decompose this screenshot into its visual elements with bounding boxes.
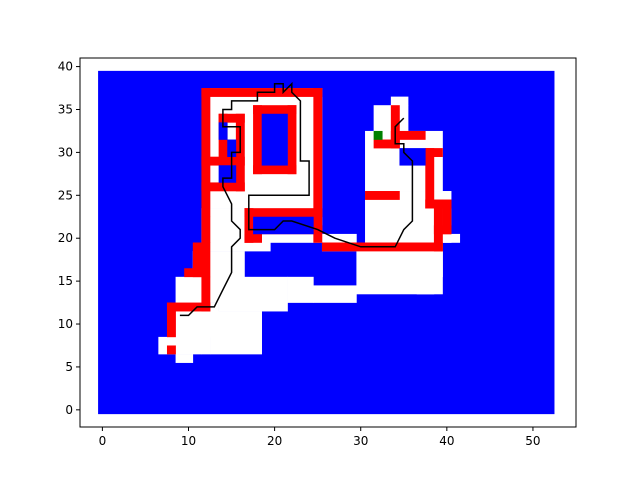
wall-cells bbox=[287, 105, 297, 175]
wall-cells bbox=[425, 148, 435, 209]
x-tick-label: 40 bbox=[439, 434, 454, 448]
background-cells bbox=[218, 122, 228, 140]
land-cells bbox=[158, 336, 202, 355]
wall-cells bbox=[253, 165, 297, 175]
wall-cells bbox=[201, 216, 211, 243]
x-axis: 0 10 20 30 40 50 bbox=[99, 427, 541, 448]
land-cells bbox=[390, 96, 409, 106]
y-tick-label: 10 bbox=[58, 317, 73, 331]
land-cells bbox=[218, 276, 288, 312]
land-cells bbox=[313, 285, 357, 303]
y-tick-label: 20 bbox=[58, 231, 73, 245]
y-tick-label: 30 bbox=[58, 145, 73, 159]
x-tick-label: 30 bbox=[353, 434, 368, 448]
land-cells bbox=[287, 276, 314, 303]
land-cells bbox=[433, 251, 443, 278]
wall-cells bbox=[390, 130, 426, 140]
wall-cells bbox=[442, 199, 452, 235]
wall-cells bbox=[166, 302, 211, 312]
y-tick-label: 5 bbox=[65, 360, 73, 374]
y-axis: 0 5 10 15 20 25 30 35 40 bbox=[58, 60, 80, 417]
wall-cells bbox=[313, 88, 323, 243]
y-tick-label: 35 bbox=[58, 102, 73, 116]
wall-cells bbox=[201, 156, 245, 166]
wall-cells bbox=[218, 113, 245, 123]
land-cells bbox=[175, 354, 194, 363]
y-tick-label: 40 bbox=[58, 60, 73, 74]
wall-cells bbox=[425, 199, 452, 209]
wall-cells bbox=[244, 233, 262, 243]
path-line bbox=[179, 81, 414, 317]
goal-cells bbox=[373, 130, 383, 140]
y-tick-label: 25 bbox=[58, 188, 73, 202]
wall-cells bbox=[184, 268, 202, 278]
wall-cells bbox=[244, 208, 323, 218]
wall-cells bbox=[166, 345, 176, 355]
land-cells bbox=[201, 336, 211, 355]
background-cells bbox=[399, 148, 426, 166]
wall-cells bbox=[166, 302, 176, 338]
x-tick-label: 0 bbox=[99, 434, 107, 448]
y-tick-label: 15 bbox=[58, 274, 73, 288]
background-cells bbox=[227, 139, 237, 157]
wall-cells bbox=[425, 148, 443, 157]
wall-cells bbox=[201, 276, 211, 312]
land-cells bbox=[416, 285, 435, 295]
x-tick-label: 20 bbox=[267, 434, 282, 448]
wall-cells bbox=[201, 88, 211, 218]
wall-cells bbox=[373, 139, 400, 149]
wall-cells bbox=[253, 105, 262, 175]
land-cells bbox=[210, 311, 262, 355]
axes-frame bbox=[79, 57, 577, 428]
background-cells bbox=[261, 113, 288, 166]
plot-area bbox=[98, 70, 555, 415]
x-tick-label: 50 bbox=[525, 434, 540, 448]
wall-cells bbox=[365, 191, 400, 200]
background-cells bbox=[218, 165, 237, 183]
y-tick-label: 0 bbox=[65, 403, 73, 417]
wall-cells bbox=[253, 105, 297, 115]
x-tick-label: 10 bbox=[181, 434, 196, 448]
